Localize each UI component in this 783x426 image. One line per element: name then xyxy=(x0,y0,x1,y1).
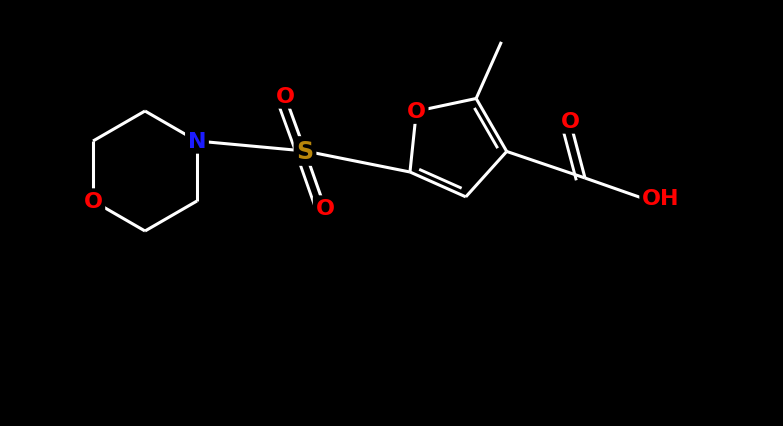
Text: O: O xyxy=(407,102,426,122)
Text: O: O xyxy=(84,192,103,211)
Text: O: O xyxy=(561,112,579,132)
Text: O: O xyxy=(276,87,294,107)
Text: OH: OH xyxy=(642,189,680,208)
Text: S: S xyxy=(297,140,313,164)
Text: N: N xyxy=(188,132,206,152)
Text: O: O xyxy=(316,199,334,219)
